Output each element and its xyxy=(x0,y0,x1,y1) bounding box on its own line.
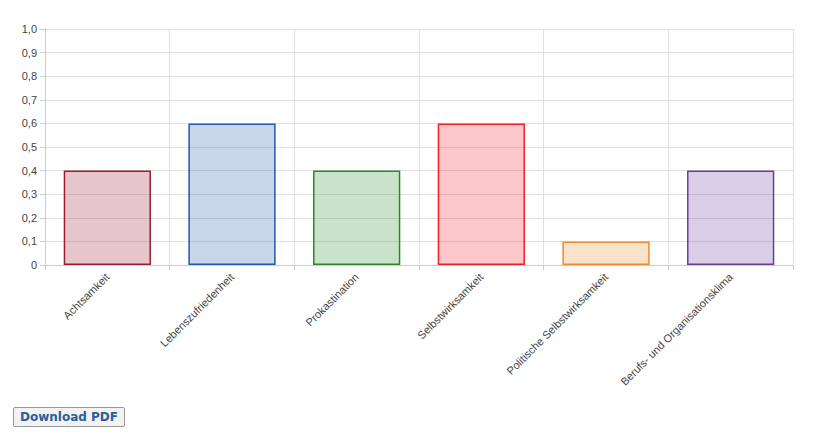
svg-text:Selbstwirksamkeit: Selbstwirksamkeit xyxy=(415,271,486,342)
svg-text:0,8: 0,8 xyxy=(22,70,37,82)
svg-text:0,2: 0,2 xyxy=(22,212,37,224)
svg-text:0,6: 0,6 xyxy=(22,117,37,129)
svg-text:0: 0 xyxy=(31,259,37,271)
svg-text:0,9: 0,9 xyxy=(22,47,37,59)
svg-text:0,4: 0,4 xyxy=(22,165,37,177)
svg-text:0,7: 0,7 xyxy=(22,94,37,106)
svg-text:0,5: 0,5 xyxy=(22,141,37,153)
html-text:Download PDF: Download PDF xyxy=(20,410,118,424)
svg-text:1,0: 1,0 xyxy=(22,23,37,35)
svg-text:Achtsamkeit: Achtsamkeit xyxy=(61,271,112,322)
svg-text:Politische Selbstwirksamkeit: Politische Selbstwirksamkeit xyxy=(504,271,610,377)
svg-text:0,3: 0,3 xyxy=(22,188,37,200)
svg-text:Lebenszufriedenheit: Lebenszufriedenheit xyxy=(158,271,236,349)
svg-text:0,1: 0,1 xyxy=(22,235,37,247)
svg-text:Prokastination: Prokastination xyxy=(303,271,361,329)
svg-text:Berufs- und Organisationsklima: Berufs- und Organisationsklima xyxy=(618,270,735,387)
